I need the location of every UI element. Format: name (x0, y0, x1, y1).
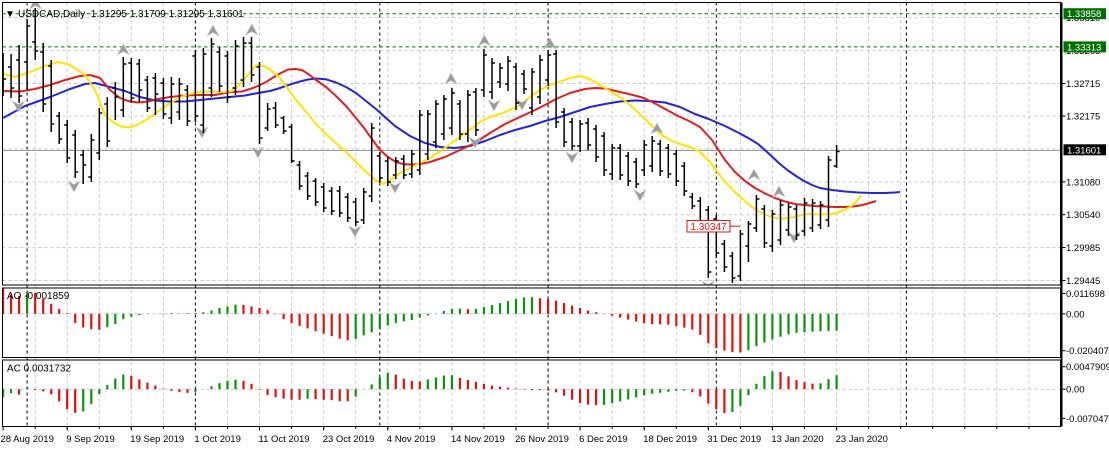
svg-text:1.31080: 1.31080 (1066, 177, 1100, 188)
svg-text:26 Nov 2019: 26 Nov 2019 (515, 434, 569, 445)
svg-text:USDCAD,Daily 1.31295 1.31709: USDCAD,Daily 1.31295 1.31709 1.31295 1.3… (18, 9, 244, 20)
svg-text:1.32175: 1.32175 (1066, 112, 1100, 123)
svg-text:1.30540: 1.30540 (1066, 210, 1100, 221)
svg-text:1.29985: 1.29985 (1066, 243, 1100, 254)
svg-text:0.00: 0.00 (1066, 385, 1085, 396)
svg-text:13 Jan 2020: 13 Jan 2020 (771, 434, 823, 445)
svg-text:1.33313: 1.33313 (1067, 42, 1101, 53)
svg-text:0.011698: 0.011698 (1066, 289, 1105, 300)
svg-text:-0.020407: -0.020407 (1066, 346, 1109, 357)
svg-text:11 Oct 2019: 11 Oct 2019 (259, 434, 310, 445)
svg-text:-0.007047: -0.007047 (1066, 414, 1109, 425)
svg-text:1.32715: 1.32715 (1066, 79, 1100, 90)
svg-text:23 Jan 2020: 23 Jan 2020 (836, 434, 888, 445)
svg-text:1 Oct 2019: 1 Oct 2019 (194, 434, 240, 445)
svg-text:4 Nov 2019: 4 Nov 2019 (387, 434, 436, 445)
svg-text:31 Dec 2019: 31 Dec 2019 (707, 434, 761, 445)
svg-text:28 Aug 2019: 28 Aug 2019 (1, 434, 54, 445)
svg-text:AO -0.001859: AO -0.001859 (7, 291, 70, 302)
svg-text:0.00: 0.00 (1066, 309, 1085, 320)
svg-text:▼: ▼ (5, 9, 15, 20)
svg-text:1.33858: 1.33858 (1067, 9, 1101, 20)
svg-text:14 Nov 2019: 14 Nov 2019 (451, 434, 505, 445)
svg-text:1.30347: 1.30347 (690, 222, 727, 233)
svg-text:23 Oct 2019: 23 Oct 2019 (323, 434, 375, 445)
svg-text:19 Sep 2019: 19 Sep 2019 (130, 434, 184, 445)
svg-text:0.0047909: 0.0047909 (1066, 362, 1109, 373)
svg-text:18 Dec 2019: 18 Dec 2019 (643, 434, 697, 445)
svg-text:1.31601: 1.31601 (1067, 145, 1101, 156)
svg-text:AC 0.0031732: AC 0.0031732 (7, 364, 71, 375)
svg-text:1.29445: 1.29445 (1066, 276, 1100, 287)
svg-text:6 Dec 2019: 6 Dec 2019 (579, 434, 628, 445)
svg-text:9 Sep 2019: 9 Sep 2019 (66, 434, 115, 445)
